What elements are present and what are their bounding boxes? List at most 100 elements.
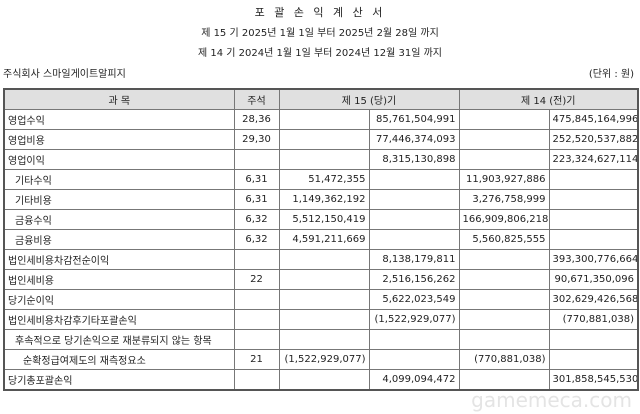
company-name: 주식회사 스마일게이트알피지 bbox=[3, 69, 126, 80]
cell-c1 bbox=[278, 369, 370, 391]
cell-p1: 5,560,825,555 bbox=[458, 229, 550, 250]
cell-p1 bbox=[458, 369, 550, 391]
cell-c1: (1,522,929,077) bbox=[278, 349, 370, 370]
cell-p1 bbox=[458, 129, 550, 150]
cell-item: 영업수익 bbox=[3, 109, 235, 130]
table-row: 당기순이익 5,622,023,549 302,629,426,568 bbox=[3, 289, 639, 310]
cell-p1 bbox=[458, 109, 550, 130]
cell-p1: 166,909,806,218 bbox=[458, 209, 550, 230]
cell-c1: 5,512,150,419 bbox=[278, 209, 370, 230]
cell-c1 bbox=[278, 309, 370, 330]
table-row: 법인세비용 22 2,516,156,262 90,671,350,096 bbox=[3, 269, 639, 290]
cell-p1: (770,881,038) bbox=[458, 349, 550, 370]
cell-p1 bbox=[458, 289, 550, 310]
watermark: gamemeca.com bbox=[471, 388, 632, 412]
cell-note bbox=[233, 329, 280, 350]
cell-c1 bbox=[278, 109, 370, 130]
cell-c2: 5,622,023,549 bbox=[368, 289, 460, 310]
period-prior: 제 14 기 2024년 1월 1일 부터 2024년 12월 31일 까지 bbox=[198, 48, 442, 59]
cell-p2 bbox=[548, 329, 639, 350]
cell-p1 bbox=[458, 309, 550, 330]
cell-p2: 223,324,627,114 bbox=[548, 149, 639, 170]
cell-item: 영업이익 bbox=[3, 149, 235, 170]
cell-note: 29,30 bbox=[233, 129, 280, 150]
cell-c2 bbox=[368, 229, 460, 250]
cell-note bbox=[233, 369, 280, 391]
table-row: 금융수익 6,32 5,512,150,419 166,909,806,218 bbox=[3, 209, 639, 230]
table-row: 후속적으로 당기손익으로 재분류되지 않는 항목 bbox=[3, 329, 639, 350]
cell-p2: 90,671,350,096 bbox=[548, 269, 639, 290]
cell-p2: 301,858,545,530 bbox=[548, 369, 639, 391]
cell-p2: 302,629,426,568 bbox=[548, 289, 639, 310]
cell-item: 금융비용 bbox=[3, 229, 235, 250]
cell-p2 bbox=[548, 229, 639, 250]
table-row: 법인세비용차감후기타포괄손익 (1,522,929,077) (770,881,03… bbox=[3, 309, 639, 330]
cell-p1 bbox=[458, 149, 550, 170]
table-row: 영업이익 8,315,130,898 223,324,627,114 bbox=[3, 149, 639, 170]
cell-p2 bbox=[548, 169, 639, 190]
cell-p1: 11,903,927,886 bbox=[458, 169, 550, 190]
cell-note: 28,36 bbox=[233, 109, 280, 130]
cell-note: 21 bbox=[233, 349, 280, 370]
table-row: 기타비용 6,31 1,149,362,192 3,276,758,999 bbox=[3, 189, 639, 210]
cell-c1 bbox=[278, 149, 370, 170]
cell-c2 bbox=[368, 349, 460, 370]
cell-p2 bbox=[548, 209, 639, 230]
cell-p2: 252,520,537,882 bbox=[548, 129, 639, 150]
cell-note: 6,31 bbox=[233, 189, 280, 210]
cell-c2: 8,138,179,811 bbox=[368, 249, 460, 270]
cell-p1: 3,276,758,999 bbox=[458, 189, 550, 210]
cell-p2: (770,881,038) bbox=[548, 309, 639, 330]
cell-c2 bbox=[368, 209, 460, 230]
cell-item: 당기순이익 bbox=[3, 289, 235, 310]
col-item: 과 목 bbox=[3, 88, 235, 110]
cell-c1 bbox=[278, 329, 370, 350]
table-row: 영업비용 29,30 77,446,374,093 252,520,537,882 bbox=[3, 129, 639, 150]
cell-p2: 475,845,164,996 bbox=[548, 109, 639, 130]
cell-c2: (1,522,929,077) bbox=[368, 309, 460, 330]
cell-item: 후속적으로 당기손익으로 재분류되지 않는 항목 bbox=[3, 329, 235, 350]
income-statement-table: 과 목 주석 제 15 (당)기 제 14 (전)기 영업수익 28,36 85,7… bbox=[3, 88, 639, 391]
cell-item: 순확정급여제도의 재측정요소 bbox=[3, 349, 235, 370]
cell-c2 bbox=[368, 189, 460, 210]
cell-note: 6,31 bbox=[233, 169, 280, 190]
cell-item: 법인세비용 bbox=[3, 269, 235, 290]
cell-c1: 4,591,211,669 bbox=[278, 229, 370, 250]
col-note: 주석 bbox=[233, 88, 280, 110]
cell-note bbox=[233, 289, 280, 310]
cell-item: 기타비용 bbox=[3, 189, 235, 210]
cell-item: 금융수익 bbox=[3, 209, 235, 230]
col-current: 제 15 (당)기 bbox=[278, 88, 460, 110]
col-prior: 제 14 (전)기 bbox=[458, 88, 639, 110]
cell-item: 기타수익 bbox=[3, 169, 235, 190]
cell-c2: 85,761,504,991 bbox=[368, 109, 460, 130]
unit-label: (단위 : 원) bbox=[588, 69, 634, 80]
cell-note: 22 bbox=[233, 269, 280, 290]
cell-c2: 4,099,094,472 bbox=[368, 369, 460, 391]
cell-note: 6,32 bbox=[233, 229, 280, 250]
cell-c2 bbox=[368, 169, 460, 190]
cell-c2: 77,446,374,093 bbox=[368, 129, 460, 150]
table-header: 과 목 주석 제 15 (당)기 제 14 (전)기 bbox=[3, 88, 639, 110]
statement-title: 포 괄 손 익 계 산 서 bbox=[254, 6, 386, 19]
period-current: 제 15 기 2025년 1월 1일 부터 2025년 2월 28일 까지 bbox=[201, 28, 439, 39]
cell-item: 당기총포괄손익 bbox=[3, 369, 235, 391]
table-row: 순확정급여제도의 재측정요소 21 (1,522,929,077) (770,881,… bbox=[3, 349, 639, 370]
cell-c2: 8,315,130,898 bbox=[368, 149, 460, 170]
cell-item: 법인세비용차감전순이익 bbox=[3, 249, 235, 270]
cell-c1: 1,149,362,192 bbox=[278, 189, 370, 210]
cell-p2 bbox=[548, 349, 639, 370]
cell-item: 법인세비용차감후기타포괄손익 bbox=[3, 309, 235, 330]
table-row: 법인세비용차감전순이익 8,138,179,811 393,300,776,664 bbox=[3, 249, 639, 270]
table-row: 기타수익 6,31 51,472,355 11,903,927,886 bbox=[3, 169, 639, 190]
cell-c1 bbox=[278, 249, 370, 270]
cell-p1 bbox=[458, 329, 550, 350]
table-row: 당기총포괄손익 4,099,094,472 301,858,545,530 bbox=[3, 369, 639, 391]
cell-note bbox=[233, 249, 280, 270]
cell-p1 bbox=[458, 269, 550, 290]
cell-item: 영업비용 bbox=[3, 129, 235, 150]
cell-p2 bbox=[548, 189, 639, 210]
table-row: 영업수익 28,36 85,761,504,991 475,845,164,996 bbox=[3, 109, 639, 130]
cell-c2 bbox=[368, 329, 460, 350]
cell-p2: 393,300,776,664 bbox=[548, 249, 639, 270]
